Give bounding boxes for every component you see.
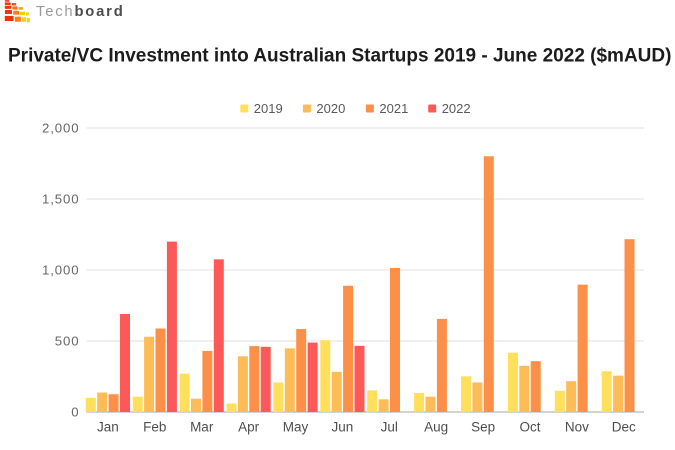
svg-text:1,500: 1,500	[42, 192, 80, 207]
svg-text:Private/VC Investment into Aus: Private/VC Investment into Australian St…	[8, 46, 671, 67]
svg-text:500: 500	[55, 334, 80, 349]
svg-text:Jul: Jul	[381, 420, 398, 435]
svg-text:Nov: Nov	[565, 420, 589, 435]
svg-text:Dec: Dec	[612, 420, 636, 435]
svg-text:Aug: Aug	[424, 420, 448, 435]
svg-text:0: 0	[71, 405, 79, 420]
svg-text:2019: 2019	[254, 101, 283, 116]
svg-text:1,000: 1,000	[42, 263, 80, 278]
svg-text:Apr: Apr	[238, 420, 260, 435]
svg-text:2021: 2021	[379, 101, 408, 116]
svg-text:2020: 2020	[316, 101, 345, 116]
svg-text:Techboard: Techboard	[36, 4, 125, 20]
svg-text:2022: 2022	[442, 101, 471, 116]
svg-text:Jun: Jun	[332, 420, 354, 435]
svg-text:Jan: Jan	[97, 420, 119, 435]
svg-text:Sep: Sep	[471, 420, 495, 435]
svg-text:2,000: 2,000	[42, 121, 80, 136]
svg-text:Oct: Oct	[519, 420, 540, 435]
svg-text:Mar: Mar	[190, 420, 214, 435]
svg-text:May: May	[283, 420, 309, 435]
svg-text:Feb: Feb	[143, 420, 166, 435]
